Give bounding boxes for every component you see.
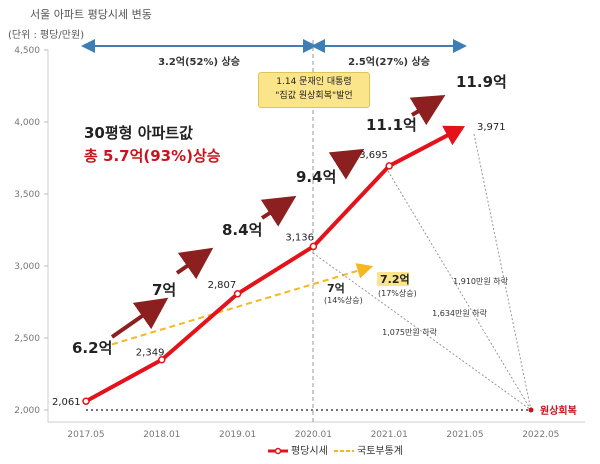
drop-label-1: 1,910만원 하락 (453, 276, 509, 286)
ministry-end-highlight (377, 272, 409, 286)
ministry-end-sub: (17%상승) (378, 288, 417, 298)
chart-title: 서울 아파트 평당시세 변동 (30, 8, 152, 21)
legend-ministry-label: 국토부통계 (357, 446, 403, 457)
price-label-2: 7억 (152, 281, 176, 299)
drop-line-2 (387, 170, 532, 411)
price-arrow-3 (260, 195, 297, 227)
main-series-point (158, 355, 166, 364)
period-1-label: 3.2억(52%) 상승 (158, 55, 240, 68)
price-label-1: 6.2억 (72, 339, 112, 357)
drop-line-1 (473, 133, 532, 411)
ministry-series-line (111, 263, 374, 346)
y-tick-label: 4,500 (14, 46, 40, 56)
unit-label: (단위 : 평당/만원) (8, 30, 85, 41)
price-label-5: 11.1억 (366, 116, 417, 134)
price-arrow-5 (409, 94, 446, 126)
y-tick-label: 2,500 (14, 334, 40, 344)
main-series-value-label: 2,807 (208, 280, 237, 291)
x-tick-label: 2018.01 (143, 430, 180, 440)
headline-total-rise: 총 5.7억(93%)상승 (84, 147, 221, 165)
period-2-label: 2.5억(27%) 상승 (348, 55, 430, 68)
main-series-value-label: 3,971 (477, 122, 506, 133)
main-series-line (85, 129, 458, 403)
x-tick-label: 2021.01 (371, 430, 408, 440)
headline-30pyeong: 30평형 아파트값 (84, 124, 193, 142)
y-tick-label: 4,000 (14, 118, 40, 128)
ministry-end-label: 7.2억 (380, 273, 410, 286)
main-series-point (385, 162, 393, 170)
x-tick-label: 2021.05 (446, 430, 483, 440)
target-point (528, 407, 534, 413)
ministry-start-sub: (14%상승) (324, 295, 363, 305)
drop-label-2: 1,634만원 하락 (432, 308, 488, 318)
ministry-start-label: 7억 (327, 282, 345, 295)
main-series-value-label: 2,349 (136, 348, 165, 359)
main-series-value-label: 3,136 (285, 232, 314, 243)
price-label-3: 8.4억 (222, 221, 262, 239)
x-tick-label: 2017.05 (67, 430, 104, 440)
price-arrow-4 (328, 148, 365, 180)
x-tick-label: 2019.01 (219, 430, 256, 440)
callout-line-2: "집값 원상회복"발언 (275, 91, 353, 101)
price-label-4: 9.4억 (296, 168, 336, 186)
y-tick-label: 3,000 (14, 262, 40, 272)
main-series-point (82, 397, 90, 405)
main-series-point (309, 242, 318, 251)
x-tick-label: 2020.01 (295, 430, 332, 440)
main-series-point (233, 290, 242, 298)
callout-line-1: 1.14 문재인 대통령 (276, 77, 352, 87)
target-label: 원상회복 (540, 404, 577, 417)
policy-callout: 1.14 문재인 대통령 "집값 원상회복"발언 (258, 72, 370, 108)
main-series-value-label: 2,061 (52, 397, 81, 408)
main-series-value-label: 3,695 (359, 150, 388, 161)
main-series-arrowhead (442, 125, 465, 146)
drop-label-3: 1,075만원 하락 (382, 327, 438, 337)
y-tick-label: 2,000 (14, 406, 40, 416)
y-tick-label: 3,500 (14, 190, 40, 200)
price-label-6: 11.9억 (456, 73, 507, 91)
drop-line-3 (312, 252, 532, 411)
price-arrow-1 (110, 297, 169, 339)
x-tick-label: 2022.05 (522, 430, 559, 440)
price-arrow-2 (175, 247, 214, 280)
legend-main-label: 평당시세 (291, 446, 328, 457)
